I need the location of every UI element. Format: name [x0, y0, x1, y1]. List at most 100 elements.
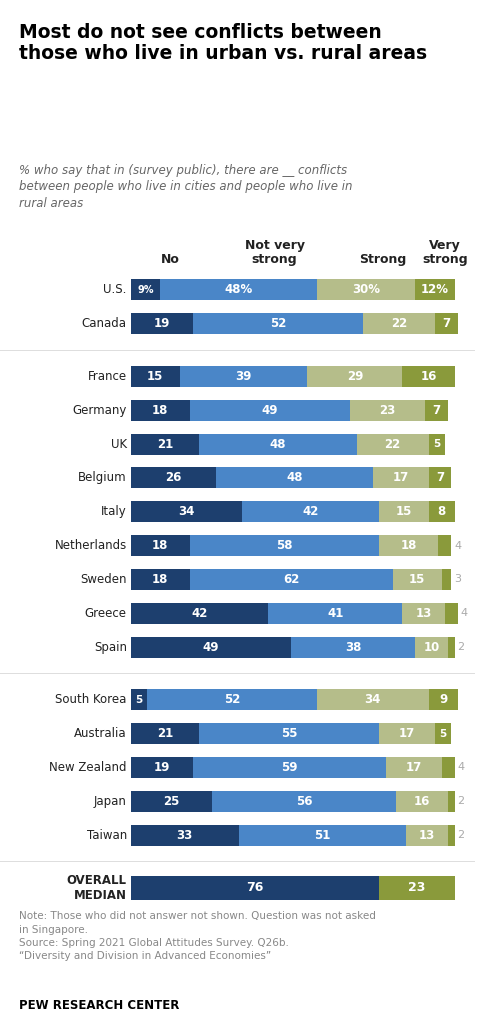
Bar	[131, 791, 212, 812]
Text: 42: 42	[191, 607, 208, 620]
Text: 15: 15	[147, 370, 164, 383]
Text: 2: 2	[457, 830, 465, 840]
Bar	[193, 757, 386, 778]
Text: 17: 17	[406, 761, 422, 774]
Text: Canada: Canada	[82, 317, 127, 331]
Bar	[439, 536, 452, 556]
Bar	[386, 757, 441, 778]
Bar	[448, 824, 454, 846]
Text: 7: 7	[442, 317, 451, 331]
Text: 55: 55	[281, 727, 298, 740]
Bar	[317, 689, 428, 711]
Text: 9: 9	[439, 693, 447, 707]
Text: 9%: 9%	[137, 285, 153, 295]
Text: France: France	[88, 370, 127, 383]
Text: Strong: Strong	[359, 253, 406, 266]
Text: 33: 33	[177, 828, 193, 842]
Bar	[131, 689, 147, 711]
Text: 13: 13	[415, 607, 432, 620]
Text: 38: 38	[345, 641, 362, 653]
Bar	[131, 569, 190, 590]
Text: 48: 48	[270, 437, 286, 451]
Bar	[415, 280, 454, 300]
Text: PEW RESEARCH CENTER: PEW RESEARCH CENTER	[19, 998, 180, 1012]
Bar	[216, 467, 373, 488]
Text: 7: 7	[436, 471, 444, 484]
Bar	[131, 637, 291, 657]
Bar	[363, 313, 435, 335]
Bar	[448, 637, 454, 657]
Bar	[147, 689, 317, 711]
Text: 4: 4	[454, 541, 461, 551]
Text: South Korea: South Korea	[55, 693, 127, 707]
Bar	[396, 791, 448, 812]
Text: 18: 18	[152, 403, 168, 417]
Text: 62: 62	[283, 573, 299, 586]
Text: Most do not see conflicts between
those who live in urban vs. rural areas: Most do not see conflicts between those …	[19, 23, 427, 62]
Text: 15: 15	[409, 573, 425, 586]
Bar	[402, 366, 454, 387]
Text: 34: 34	[178, 505, 195, 518]
Text: 25: 25	[164, 795, 180, 808]
Text: 4: 4	[457, 763, 465, 772]
Bar	[131, 467, 216, 488]
Bar	[212, 791, 396, 812]
Bar	[131, 824, 239, 846]
Text: 13: 13	[419, 828, 435, 842]
Bar	[291, 637, 415, 657]
Bar	[199, 433, 357, 455]
Bar	[317, 280, 415, 300]
Bar	[357, 433, 428, 455]
Text: 41: 41	[327, 607, 344, 620]
Bar	[239, 824, 406, 846]
Text: UK: UK	[111, 437, 127, 451]
Bar	[190, 569, 393, 590]
Text: 39: 39	[235, 370, 252, 383]
Bar	[180, 366, 307, 387]
Text: 23: 23	[408, 881, 426, 894]
Text: Greece: Greece	[85, 607, 127, 620]
Bar	[441, 757, 454, 778]
Text: 2: 2	[457, 642, 465, 652]
Text: 42: 42	[302, 505, 319, 518]
Text: 12%: 12%	[421, 284, 449, 297]
Text: 17: 17	[393, 471, 409, 484]
Text: 49: 49	[203, 641, 219, 653]
Text: 16: 16	[414, 795, 430, 808]
Text: 18: 18	[152, 573, 168, 586]
Bar	[131, 433, 199, 455]
Text: Belgium: Belgium	[78, 471, 127, 484]
Text: 76: 76	[246, 881, 264, 894]
Bar	[350, 399, 425, 421]
Text: 23: 23	[379, 403, 396, 417]
Bar	[445, 603, 458, 624]
Text: Netherlands: Netherlands	[55, 539, 127, 552]
Bar	[402, 603, 445, 624]
Text: New Zealand: New Zealand	[49, 761, 127, 774]
Bar	[379, 876, 454, 900]
Bar	[435, 313, 458, 335]
Text: 10: 10	[424, 641, 440, 653]
Bar	[428, 433, 445, 455]
Text: % who say that in (survey public), there are __ conflicts
between people who liv: % who say that in (survey public), there…	[19, 164, 353, 210]
Text: 26: 26	[165, 471, 182, 484]
Text: 21: 21	[157, 437, 173, 451]
Bar	[425, 399, 448, 421]
Text: 3: 3	[454, 574, 461, 585]
Bar	[131, 502, 242, 522]
Text: 19: 19	[153, 761, 170, 774]
Bar	[428, 467, 452, 488]
Text: 4: 4	[461, 608, 468, 618]
Bar	[131, 536, 190, 556]
Text: 15: 15	[396, 505, 412, 518]
Text: 34: 34	[364, 693, 381, 707]
Text: 48%: 48%	[225, 284, 253, 297]
Text: 19: 19	[153, 317, 170, 331]
Text: 8: 8	[438, 505, 446, 518]
Text: Germany: Germany	[73, 403, 127, 417]
Bar	[242, 502, 379, 522]
Text: U.S.: U.S.	[104, 284, 127, 297]
Bar	[307, 366, 402, 387]
Text: OVERALL
MEDIAN: OVERALL MEDIAN	[67, 873, 127, 901]
Text: Note: Those who did not answer not shown. Question was not asked
in Singapore.
S: Note: Those who did not answer not shown…	[19, 911, 376, 961]
